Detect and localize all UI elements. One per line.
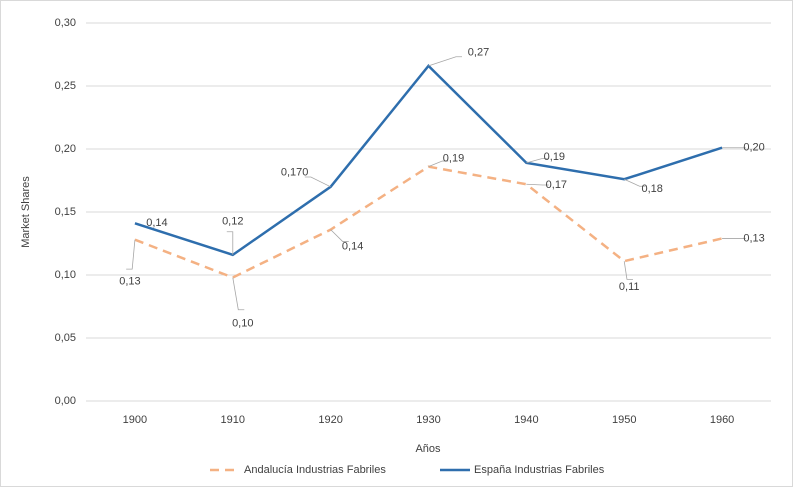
data-label: 0,18: [642, 183, 663, 195]
x-axis-title: Años: [415, 443, 441, 455]
legend-label: Andalucía Industrias Fabriles: [244, 464, 386, 476]
leader-line: [428, 56, 462, 67]
y-axis-title: Market Shares: [20, 176, 32, 248]
leader-line: [526, 158, 548, 164]
data-label: 0,12: [222, 216, 243, 228]
leader-line: [330, 229, 349, 242]
leader-line: [623, 261, 633, 280]
y-tick-label: 0,00: [55, 395, 76, 407]
legend-label: España Industrias Fabriles: [474, 464, 605, 476]
x-tick-label: 1920: [318, 414, 342, 426]
leader-line: [226, 231, 234, 255]
data-label: 0,14: [342, 241, 363, 253]
data-label: 0,19: [443, 153, 464, 165]
data-label: 0,170: [281, 167, 309, 179]
data-label: 0,17: [546, 179, 567, 191]
x-tick-label: 1950: [612, 414, 636, 426]
y-tick-label: 0,25: [55, 80, 76, 92]
x-tick-label: 1900: [123, 414, 147, 426]
data-label: 0,19: [544, 151, 565, 163]
data-label: 0,13: [119, 276, 140, 288]
leader-line: [304, 176, 331, 188]
x-tick-label: 1910: [221, 414, 245, 426]
leader-line: [624, 178, 646, 187]
data-label: 0,11: [619, 281, 640, 293]
x-tick-label: 1930: [416, 414, 440, 426]
leader-line: [232, 277, 245, 311]
data-label: 0,13: [743, 232, 764, 244]
data-label: 0,27: [468, 47, 489, 59]
data-label: 0,20: [743, 142, 764, 154]
leader-line: [126, 239, 136, 270]
leader-line: [526, 183, 549, 186]
y-tick-label: 0,10: [55, 269, 76, 281]
leader-line: [428, 160, 449, 168]
x-tick-label: 1940: [514, 414, 538, 426]
data-label: 0,14: [146, 217, 167, 229]
x-tick-label: 1960: [710, 414, 734, 426]
data-label: 0,10: [232, 317, 253, 329]
y-tick-label: 0,05: [55, 332, 76, 344]
y-tick-label: 0,15: [55, 206, 76, 218]
y-tick-label: 0,20: [55, 143, 76, 155]
y-tick-label: 0,30: [55, 17, 76, 29]
